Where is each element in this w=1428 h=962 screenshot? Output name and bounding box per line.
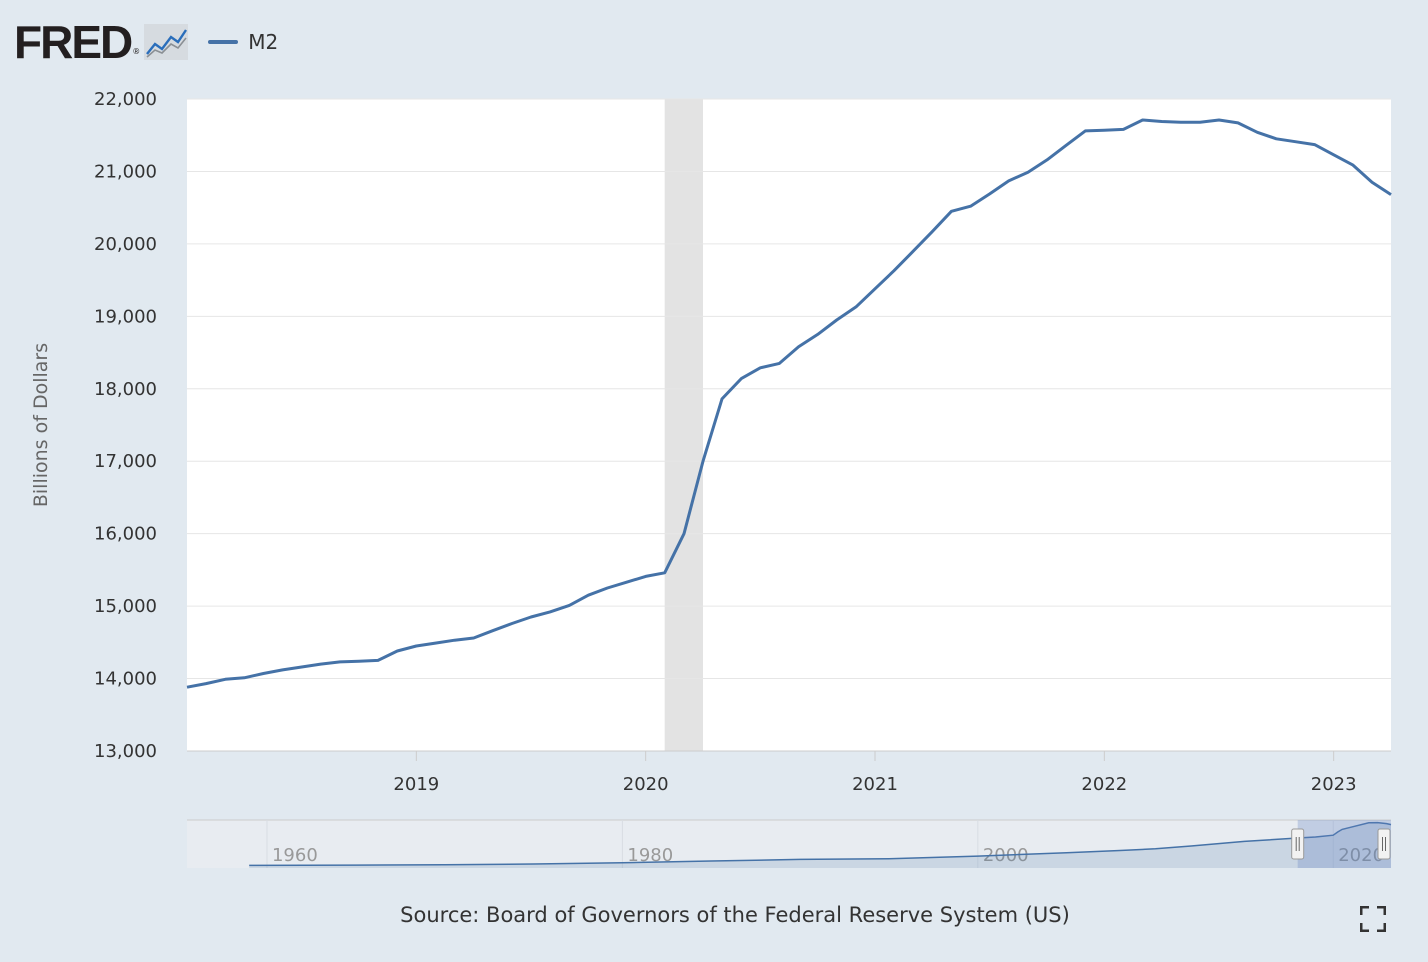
navigator-selected-range[interactable] [1297, 820, 1391, 868]
graph-icon [144, 24, 189, 60]
series-line-m2[interactable] [186, 118, 1392, 689]
y-tick-label: 13,000 [94, 741, 157, 762]
gridlines [187, 98, 1391, 680]
y-tick-label: 18,000 [94, 379, 157, 400]
recession-shading-layer [664, 99, 703, 751]
navigator[interactable]: 1960198020002020 [187, 819, 1392, 868]
x-tick-label: 2020 [623, 774, 669, 795]
legend[interactable]: M2 [208, 30, 278, 54]
chart-header: FRED ® M2 [14, 14, 278, 70]
source-text: Source: Board of Governors of the Federa… [400, 903, 1070, 927]
y-tick-label: 14,000 [94, 669, 157, 690]
plot-area [187, 99, 1391, 751]
x-axis-ticks: 2019 2020 2021 2022 2023 [393, 751, 1357, 795]
y-tick-label: 15,000 [94, 596, 157, 617]
x-tick-label: 2022 [1081, 774, 1127, 795]
x-tick-label: 2021 [852, 774, 898, 795]
legend-swatch [208, 40, 239, 44]
x-tick-label: 2019 [393, 774, 439, 795]
y-tick-label: 22,000 [94, 89, 157, 110]
navigator-handle-right[interactable] [1377, 828, 1391, 860]
y-tick-label: 21,000 [94, 161, 157, 182]
y-tick-label: 20,000 [94, 234, 157, 255]
navigator-handle-left[interactable] [1291, 828, 1305, 860]
y-axis-title: Billions of Dollars [30, 343, 52, 507]
navigator-gridlines [266, 820, 1334, 868]
recession-shading [664, 99, 703, 751]
navigator-area [249, 822, 1392, 868]
fullscreen-icon[interactable] [1360, 906, 1386, 932]
registered-mark: ® [132, 47, 141, 56]
y-axis-ticks: 13,000 14,000 15,000 16,000 17,000 18,000 19,0… [94, 89, 157, 762]
navigator-line [249, 821, 1392, 867]
navigator-label: 1980 [627, 845, 673, 866]
navigator-label: 1960 [272, 845, 318, 866]
navigator-handle-body [1291, 828, 1305, 860]
navigator-label: 2020 [1338, 845, 1384, 866]
y-tick-label: 19,000 [94, 306, 157, 327]
y-tick-label: 16,000 [94, 524, 157, 545]
y-tick-label: 17,000 [94, 451, 157, 472]
legend-label: M2 [248, 30, 279, 54]
fred-logo[interactable]: FRED [14, 16, 133, 68]
x-tick-label: 2023 [1311, 774, 1357, 795]
navigator-handle-body [1377, 828, 1391, 860]
